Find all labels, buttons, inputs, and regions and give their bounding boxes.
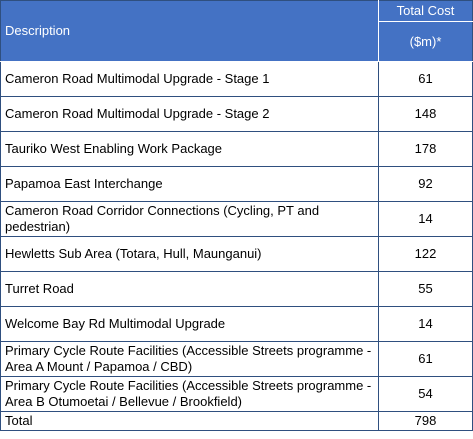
table-row: Welcome Bay Rd Multimodal Upgrade 14: [0, 306, 473, 342]
table-header: Description Total Cost ($m)*: [0, 0, 473, 62]
unit-header: ($m)*: [378, 21, 473, 62]
description-cell: Primary Cycle Route Facilities (Accessib…: [0, 376, 379, 412]
cost-cell: 178: [378, 131, 473, 167]
description-cell: Primary Cycle Route Facilities (Accessib…: [0, 341, 379, 377]
cost-cell: 14: [378, 201, 473, 237]
table-row: Papamoa East Interchange 92: [0, 166, 473, 202]
table-row: Cameron Road Corridor Connections (Cycli…: [0, 201, 473, 237]
description-cell: Cameron Road Corridor Connections (Cycli…: [0, 201, 379, 237]
table-row: Cameron Road Multimodal Upgrade - Stage …: [0, 96, 473, 132]
cost-cell: 92: [378, 166, 473, 202]
description-cell: Welcome Bay Rd Multimodal Upgrade: [0, 306, 379, 342]
description-cell: Hewletts Sub Area (Totara, Hull, Maungan…: [0, 236, 379, 272]
table-body: Cameron Road Multimodal Upgrade - Stage …: [0, 61, 473, 431]
table-row: Primary Cycle Route Facilities (Accessib…: [0, 376, 473, 412]
cost-cell: 55: [378, 271, 473, 307]
table-row: Hewletts Sub Area (Totara, Hull, Maungan…: [0, 236, 473, 272]
table-row: Tauriko West Enabling Work Package 178: [0, 131, 473, 167]
cost-cell: 61: [378, 61, 473, 97]
table-row: Turret Road 55: [0, 271, 473, 307]
cost-cell: 61: [378, 341, 473, 377]
description-cell: Turret Road: [0, 271, 379, 307]
cost-cell: 14: [378, 306, 473, 342]
total-row: Total 798: [0, 411, 473, 431]
total-label: Total: [0, 411, 379, 431]
cost-cell: 122: [378, 236, 473, 272]
table-row: Primary Cycle Route Facilities (Accessib…: [0, 341, 473, 377]
cost-cell: 54: [378, 376, 473, 412]
header-row: ($m)*: [1, 21, 473, 62]
description-cell: Tauriko West Enabling Work Package: [0, 131, 379, 167]
description-cell: Cameron Road Multimodal Upgrade - Stage …: [0, 96, 379, 132]
header-row: Description Total Cost: [0, 0, 473, 62]
cost-cell: 148: [378, 96, 473, 132]
cost-header: Total Cost: [378, 0, 473, 23]
description-cell: Cameron Road Multimodal Upgrade - Stage …: [0, 61, 379, 97]
description-header: Description: [0, 0, 379, 62]
description-cell: Papamoa East Interchange: [0, 166, 379, 202]
table-row: Cameron Road Multimodal Upgrade - Stage …: [0, 61, 473, 97]
total-value: 798: [378, 411, 473, 431]
